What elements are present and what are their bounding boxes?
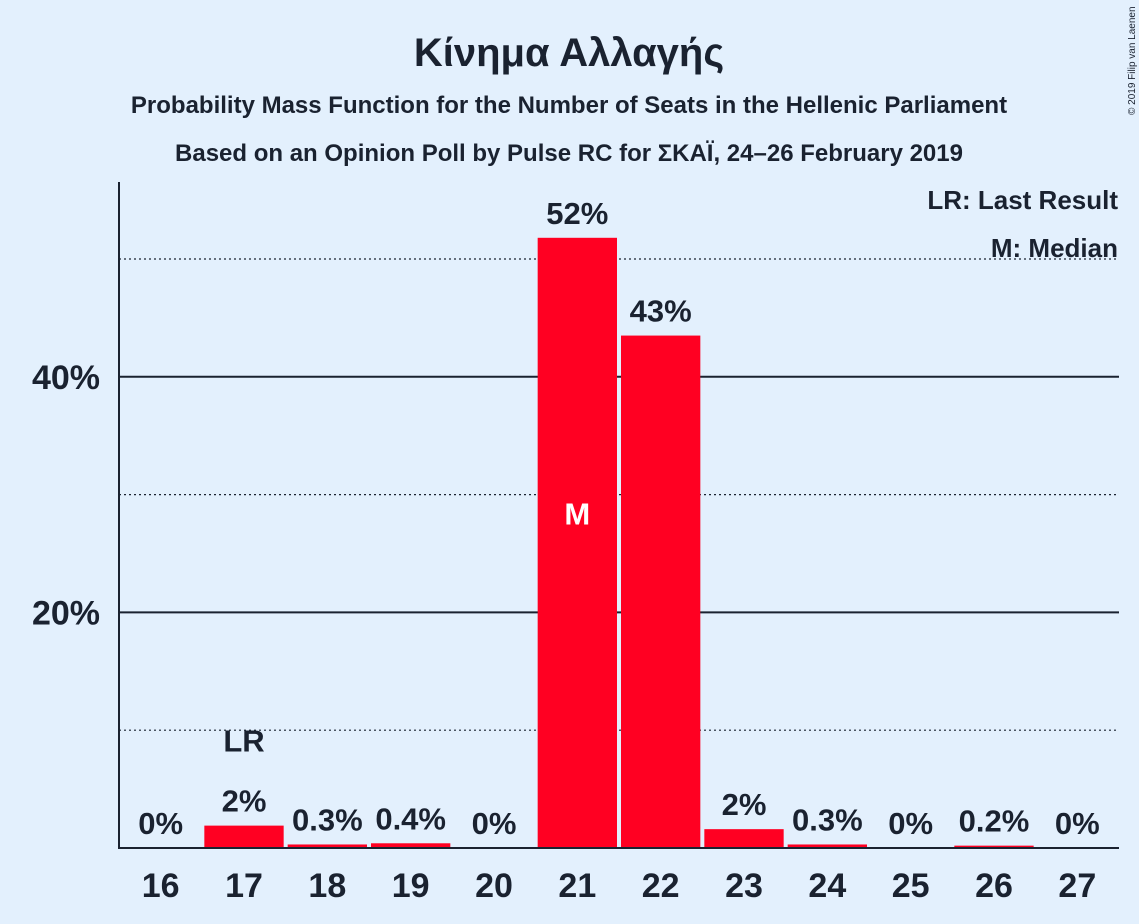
x-tick-label: 22 [642, 867, 680, 905]
x-tick-label: 20 [475, 867, 513, 905]
bar-17 [204, 825, 284, 848]
bar-24 [787, 844, 867, 848]
bar-value-label: 0% [888, 806, 933, 841]
bar-value-label: 0.2% [959, 804, 1030, 839]
bar-value-label: 2% [722, 787, 767, 822]
bar-23 [704, 829, 784, 848]
bar-value-label: 43% [630, 294, 692, 329]
y-axis-ticks: 20% 40% [32, 359, 100, 633]
x-tick-label: 17 [225, 867, 263, 905]
bar-value-label: 0% [138, 806, 183, 841]
x-tick-label: 16 [142, 867, 180, 905]
legend-last-result: LR: Last Result [927, 185, 1118, 215]
bar-value-label: 2% [222, 784, 267, 819]
chart-title: Κίνημα Αλλαγής [414, 31, 724, 75]
credit-text: © 2019 Filip van Laenen [1127, 6, 1138, 115]
x-tick-label: 18 [308, 867, 346, 905]
x-tick-label: 19 [392, 867, 430, 905]
chart-subtitle-source: Based on an Opinion Poll by Pulse RC for… [175, 140, 963, 167]
y-tick-label: 40% [32, 359, 100, 397]
chart-subtitle: Probability Mass Function for the Number… [131, 92, 1007, 119]
bar-21 [537, 237, 617, 848]
gridlines [119, 258, 1119, 731]
annotation-m: M [564, 497, 590, 532]
x-tick-label: 27 [1058, 867, 1096, 905]
x-tick-label: 25 [892, 867, 930, 905]
bar-value-label: 0% [1055, 806, 1100, 841]
bar-value-label: 0% [472, 806, 517, 841]
bars [204, 237, 1034, 848]
bar-26 [954, 845, 1034, 848]
x-tick-label: 24 [808, 867, 846, 905]
x-axis-ticks: 16 17 18 19 20 21 22 23 24 25 26 27 [142, 867, 1096, 905]
bar-18 [287, 844, 367, 848]
bar-value-label: 0.3% [792, 802, 863, 837]
annotations: LR M [223, 497, 590, 759]
bar-value-label: 0.3% [292, 802, 363, 837]
x-tick-label: 23 [725, 867, 763, 905]
x-tick-label: 21 [558, 867, 596, 905]
annotation-lr: LR [223, 724, 264, 759]
bar-value-label: 52% [546, 196, 608, 231]
bar-19 [371, 843, 451, 848]
y-tick-label: 20% [32, 594, 100, 632]
bar-22 [621, 335, 701, 848]
bar-value-label: 0.4% [375, 801, 446, 836]
x-tick-label: 26 [975, 867, 1013, 905]
bar-labels: 0% 2% 0.3% 0.4% 0% 52% 43% 2% 0.3% 0% 0.2% 0% [138, 196, 1099, 841]
legend-median: M: Median [991, 233, 1118, 263]
